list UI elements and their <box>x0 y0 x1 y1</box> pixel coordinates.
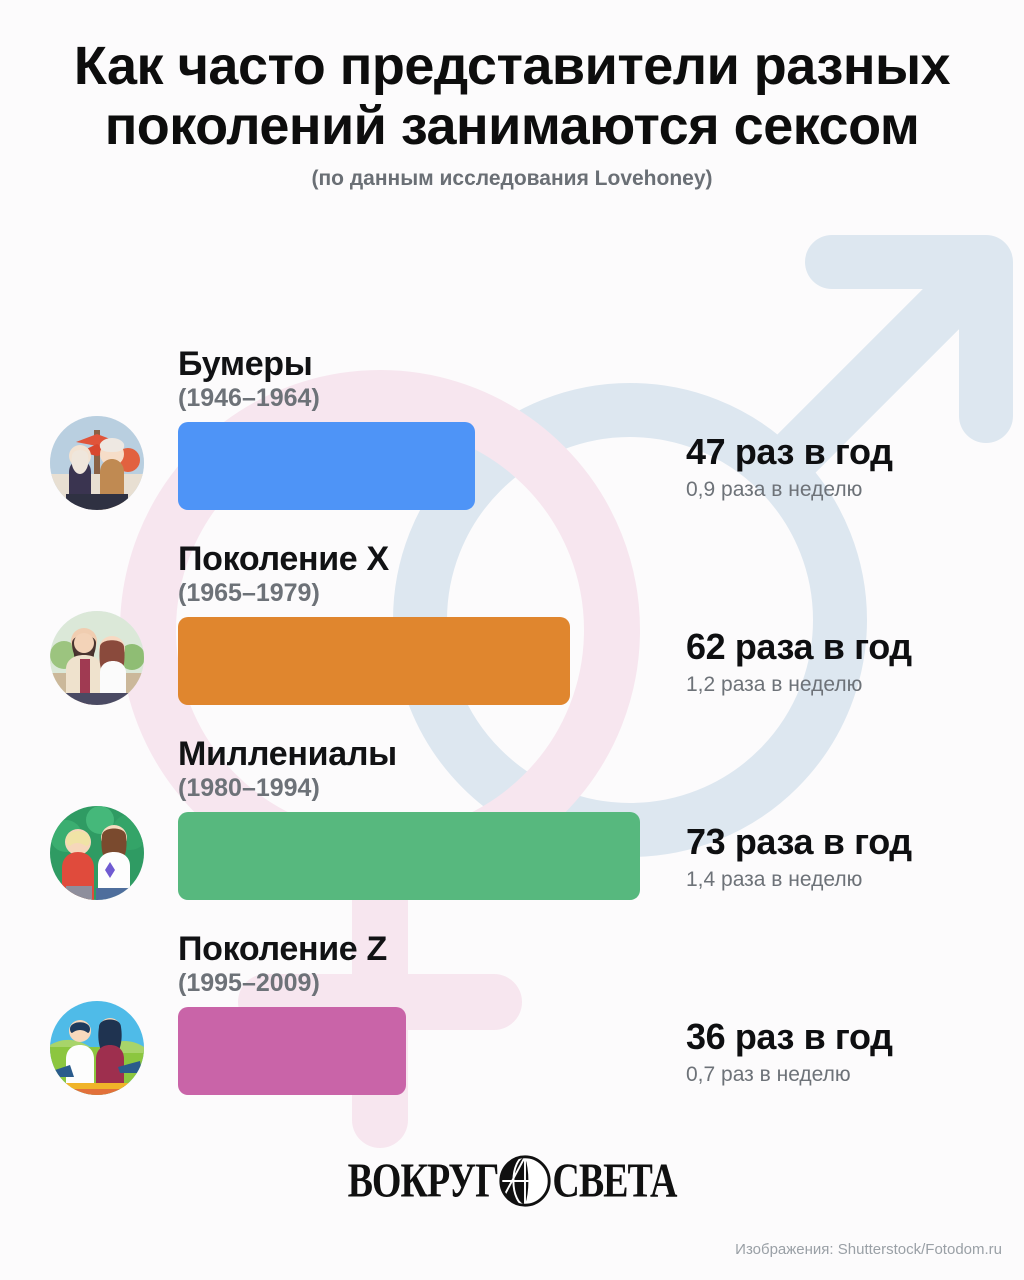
generation-years: (1965–1979) <box>178 578 320 607</box>
image-credit: Изображения: Shutterstock/Fotodom.ru <box>735 1241 1002 1258</box>
value-per-week: 0,9 раза в неделю <box>686 477 863 501</box>
teen-couple-laptops-avatar <box>50 1001 144 1095</box>
generation-name: Поколение Z <box>178 930 388 968</box>
value-per-week: 0,7 раз в неделю <box>686 1062 851 1086</box>
globe-icon <box>499 1155 551 1207</box>
table-row: Поколение Z (1995–2009) 36 раз в год 0,7… <box>0 925 1024 1120</box>
logo-text-right: СВЕТА <box>552 1154 677 1208</box>
elderly-couple-autumn-avatar <box>50 416 144 510</box>
generation-years: (1995–2009) <box>178 968 320 997</box>
bar-gen-z <box>178 1007 406 1095</box>
row-label-block: Миллениалы (1980–1994) <box>178 736 397 802</box>
table-row: Миллениалы (1980–1994) 73 раза в год 1,4… <box>0 730 1024 925</box>
logo-text-left: ВОКРУГ <box>347 1154 500 1208</box>
bearded-man-woman-avatar <box>50 611 144 705</box>
generation-name: Поколение X <box>178 540 389 578</box>
value-per-year: 73 раза в год <box>686 821 912 862</box>
value-per-year: 62 раза в год <box>686 626 912 667</box>
table-row: Бумеры (1946–1964) 47 раз в год 0,9 раза… <box>0 340 1024 535</box>
chart-rows: Бумеры (1946–1964) 47 раз в год 0,9 раза… <box>0 340 1024 1120</box>
young-couple-forest-avatar <box>50 806 144 900</box>
row-label-block: Поколение Z (1995–2009) <box>178 931 387 997</box>
table-row: Поколение X (1965–1979) 62 раза в год 1,… <box>0 535 1024 730</box>
row-value-block: 36 раз в год 0,7 раз в неделю <box>686 1017 986 1087</box>
value-per-year: 36 раз в год <box>686 1016 893 1057</box>
row-value-block: 47 раз в год 0,9 раза в неделю <box>686 432 986 502</box>
row-value-block: 62 раза в год 1,2 раза в неделю <box>686 627 986 697</box>
row-label-block: Поколение X (1965–1979) <box>178 541 389 607</box>
page-title: Как часто представители разных поколений… <box>73 36 951 157</box>
generation-years: (1946–1964) <box>178 383 320 412</box>
page-subtitle: (по данным исследования Lovehoney) <box>311 166 713 190</box>
brand-logo: ВОКРУГ СВЕТА <box>0 1152 1024 1210</box>
row-value-block: 73 раза в год 1,4 раза в неделю <box>686 822 986 892</box>
bar-boomers <box>178 422 476 510</box>
generation-name: Миллениалы <box>178 735 397 773</box>
title-block: Как часто представители разных поколений… <box>0 36 1024 191</box>
generation-years: (1980–1994) <box>178 773 320 802</box>
row-label-block: Бумеры (1946–1964) <box>178 346 320 412</box>
generation-name: Бумеры <box>178 345 313 383</box>
value-per-week: 1,2 раза в неделю <box>686 672 863 696</box>
bar-millennials <box>178 812 640 900</box>
value-per-year: 47 раз в год <box>686 431 893 472</box>
value-per-week: 1,4 раза в неделю <box>686 867 863 891</box>
bar-gen-x <box>178 617 571 705</box>
